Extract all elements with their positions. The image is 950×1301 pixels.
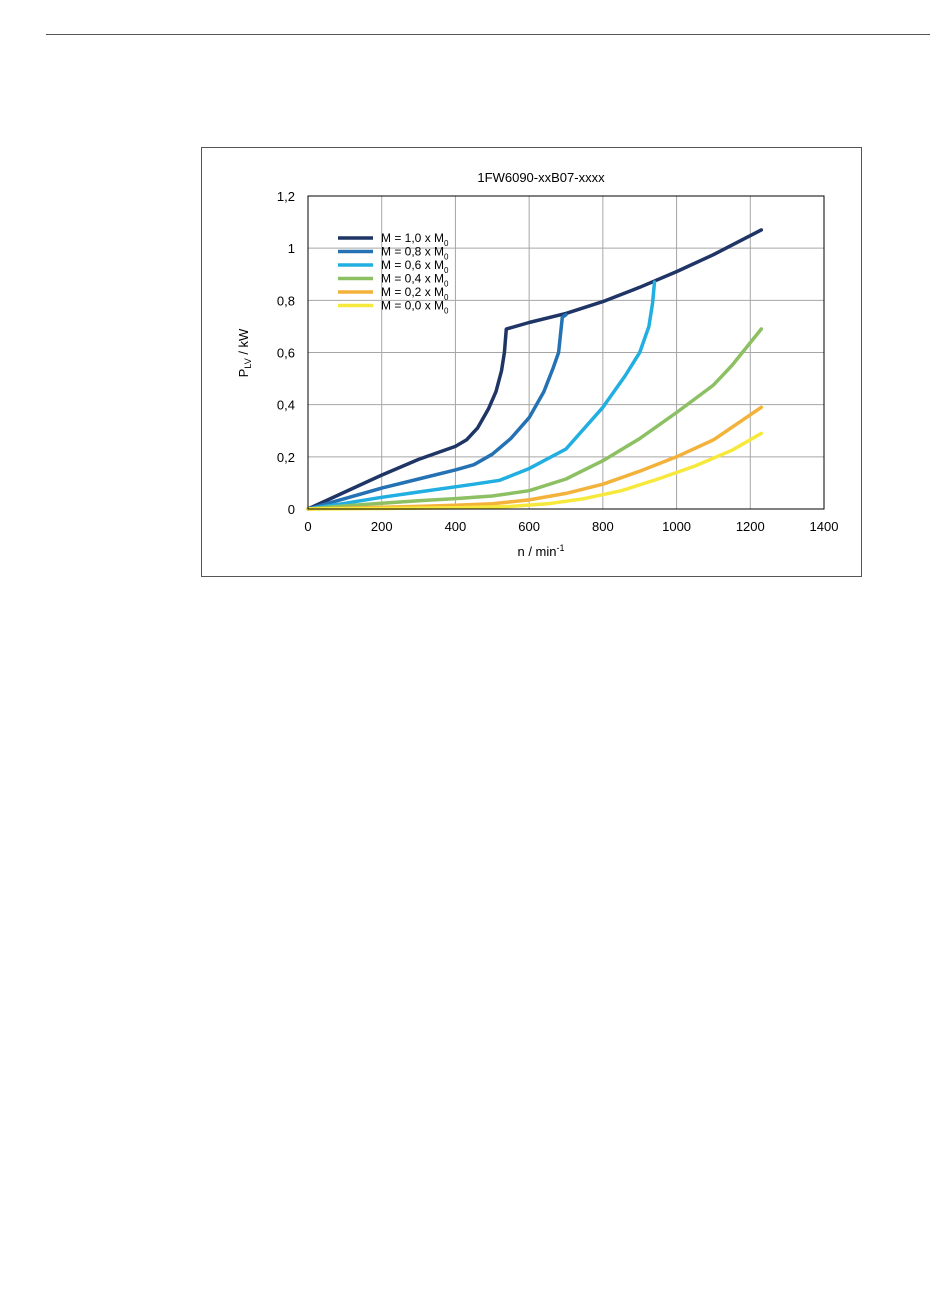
- chart-frame: 1FW6090-xxB07-xxxx 0 200 400 600 800 1000 1200…: [201, 147, 862, 577]
- series-line-5: [306, 431, 764, 511]
- legend-label: M = 0,6 x M0: [381, 258, 449, 275]
- chart-title: 1FW6090-xxB07-xxxx: [477, 170, 605, 185]
- series-line-2: [306, 280, 657, 511]
- x-tick-label: 1200: [736, 519, 765, 534]
- x-tick-label: 600: [518, 519, 540, 534]
- legend: M = 1,0 x M0M = 0,8 x M0M = 0,6 x M0M = …: [338, 231, 449, 316]
- x-tick-label: 400: [445, 519, 467, 534]
- y-tick-label: 0: [288, 502, 295, 517]
- x-tick-label: 1000: [662, 519, 691, 534]
- y-tick-label: 0,6: [277, 346, 295, 361]
- x-tick-label: 800: [592, 519, 614, 534]
- series-line-3: [306, 327, 764, 511]
- legend-label: M = 0,0 x M0: [381, 299, 449, 316]
- x-tick-label: 0: [304, 519, 311, 534]
- legend-label: M = 0,8 x M0: [381, 245, 449, 262]
- series-lines: [306, 228, 764, 511]
- legend-label: M = 0,2 x M0: [381, 285, 449, 302]
- tick-labels: 0 200 400 600 800 1000 1200 1400 0 0,2 0,4 0,6 0,8 1 1…: [277, 189, 839, 534]
- series-line-1: [306, 312, 568, 511]
- page-top-rule: [46, 34, 930, 35]
- y-tick-label: 0,8: [277, 293, 295, 308]
- y-tick-label: 0,2: [277, 450, 295, 465]
- power-loss-chart: 1FW6090-xxB07-xxxx 0 200 400 600 800 1000 1200…: [236, 170, 839, 559]
- y-axis-label: PLV / kW: [236, 328, 253, 377]
- y-tick-label: 0,4: [277, 398, 295, 413]
- legend-label: M = 1,0 x M0: [381, 231, 449, 248]
- y-tick-label: 1: [288, 241, 295, 256]
- series-line-0: [306, 228, 764, 511]
- series-line-4: [306, 405, 764, 511]
- y-tick-label: 1,2: [277, 189, 295, 204]
- x-tick-label: 200: [371, 519, 393, 534]
- plot-area-border: [307, 195, 825, 510]
- grid-lines: [308, 196, 824, 509]
- legend-label: M = 0,4 x M0: [381, 272, 449, 289]
- x-tick-label: 1400: [810, 519, 839, 534]
- x-axis-label: n / min-1: [517, 543, 564, 559]
